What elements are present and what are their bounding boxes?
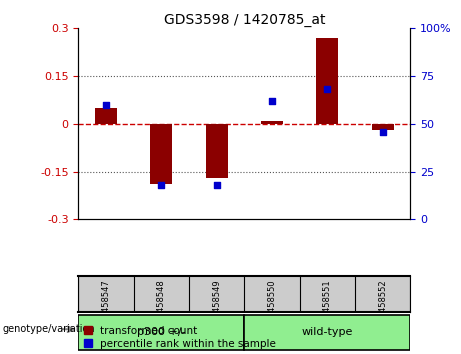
Point bbox=[379, 129, 386, 135]
Bar bbox=[206, 124, 228, 178]
Text: GSM458549: GSM458549 bbox=[212, 279, 221, 330]
Point bbox=[158, 182, 165, 188]
Legend: transformed count, percentile rank within the sample: transformed count, percentile rank withi… bbox=[83, 326, 276, 349]
Bar bbox=[316, 38, 338, 124]
Text: GSM458550: GSM458550 bbox=[267, 279, 277, 330]
Text: p300 +/-: p300 +/- bbox=[137, 327, 186, 337]
Bar bbox=[150, 124, 172, 184]
Text: GSM458547: GSM458547 bbox=[101, 279, 111, 330]
Point bbox=[213, 182, 220, 188]
Point bbox=[268, 98, 276, 104]
Bar bbox=[95, 108, 117, 124]
Text: GSM458548: GSM458548 bbox=[157, 279, 166, 330]
Text: genotype/variation: genotype/variation bbox=[2, 324, 95, 334]
Text: wild-type: wild-type bbox=[301, 327, 353, 337]
Title: GDS3598 / 1420785_at: GDS3598 / 1420785_at bbox=[164, 13, 325, 27]
Point bbox=[324, 87, 331, 92]
Bar bbox=[78, 315, 244, 350]
Bar bbox=[261, 121, 283, 124]
Bar bbox=[244, 315, 410, 350]
Text: GSM458551: GSM458551 bbox=[323, 279, 332, 330]
Point bbox=[102, 102, 110, 108]
Text: GSM458552: GSM458552 bbox=[378, 279, 387, 330]
Bar bbox=[372, 124, 394, 130]
